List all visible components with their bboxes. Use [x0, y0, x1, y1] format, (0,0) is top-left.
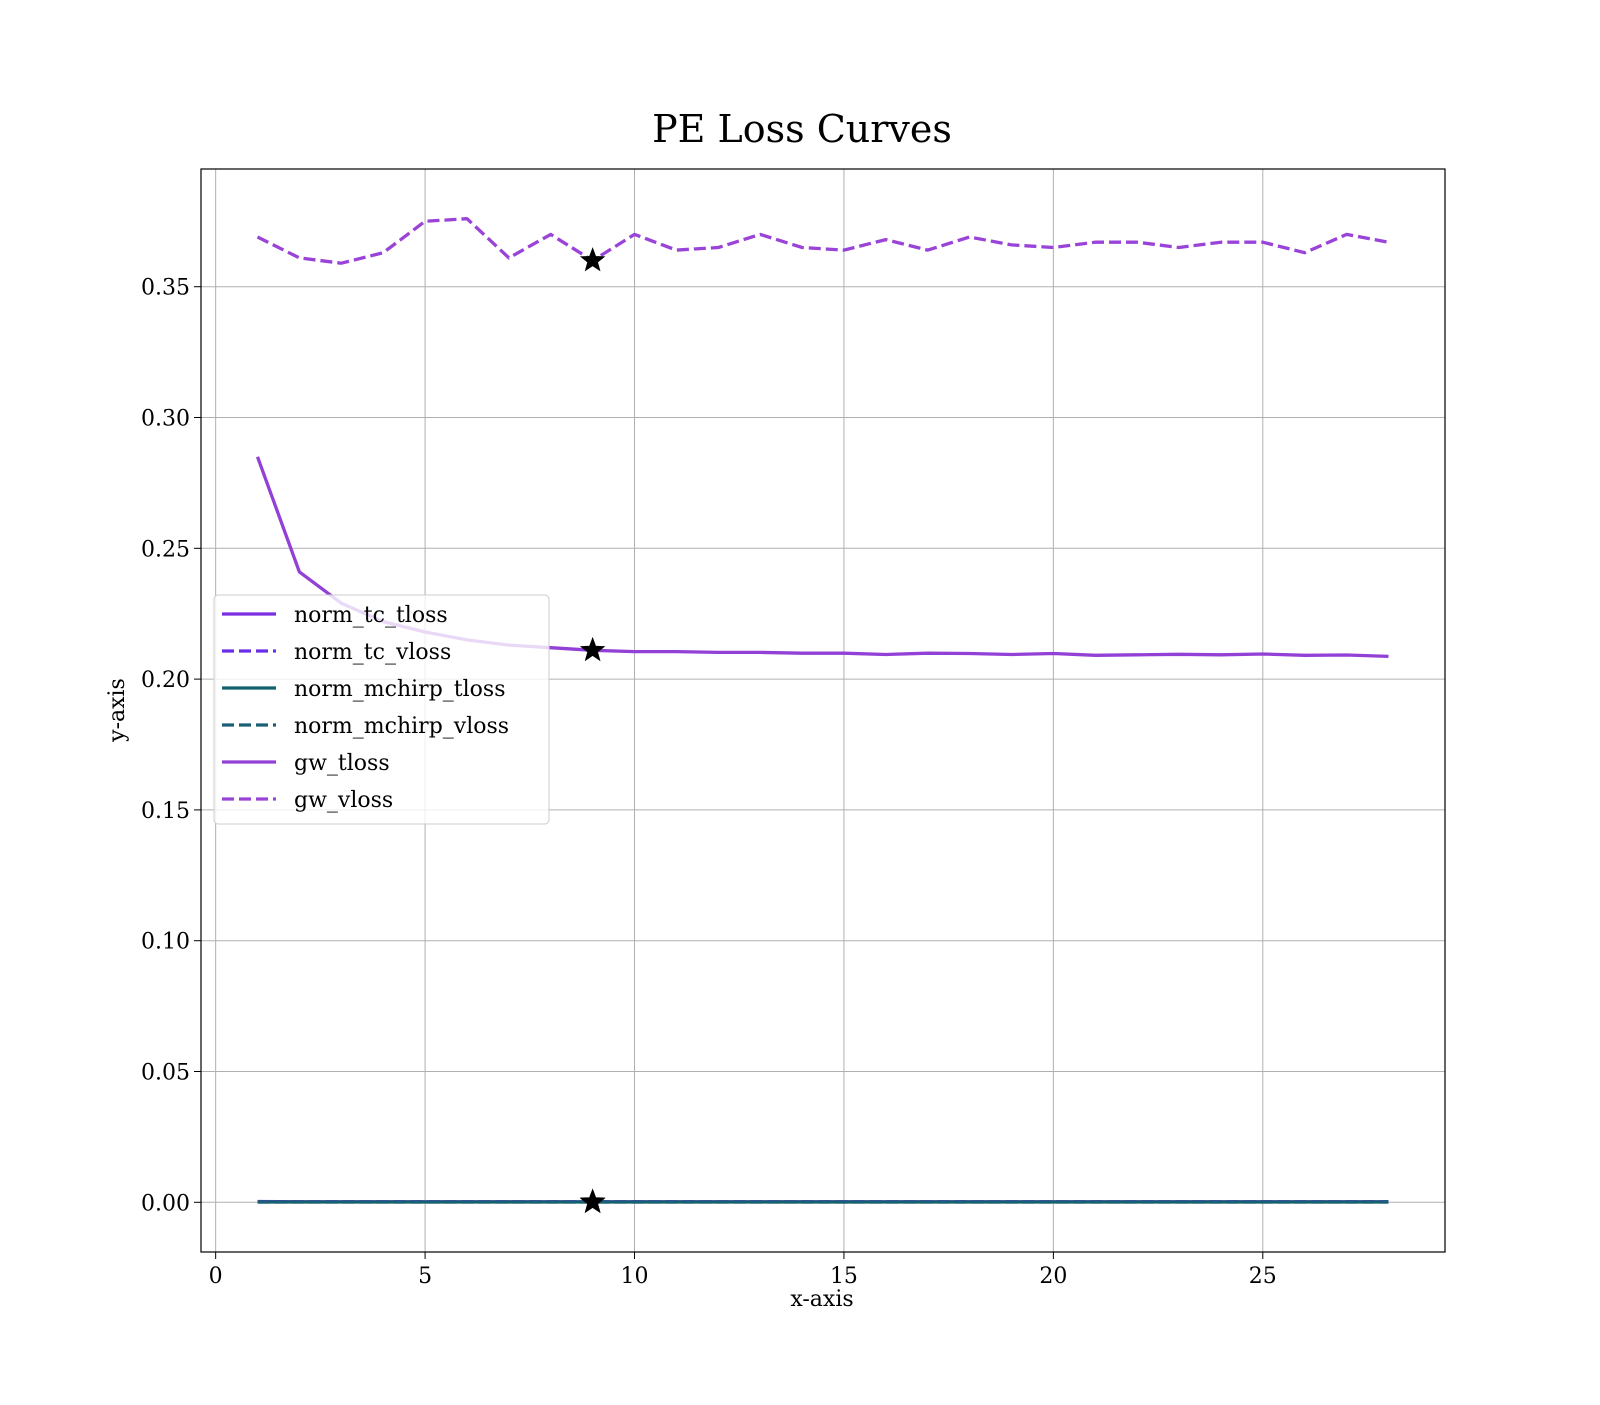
- legend-label: norm_tc_vloss: [294, 640, 451, 665]
- x-axis-title: x-axis: [790, 1287, 853, 1312]
- y-tick-label: 0.30: [141, 407, 190, 432]
- legend-label: gw_vloss: [294, 788, 393, 813]
- x-tick-label: 10: [621, 1264, 649, 1289]
- legend-label: norm_tc_tloss: [294, 603, 448, 628]
- y-tick-label: 0.35: [141, 276, 190, 301]
- best-epoch-star-marker: [581, 249, 604, 271]
- y-tick-label: 0.05: [141, 1061, 190, 1086]
- chart-title: PE Loss Curves: [652, 107, 952, 151]
- x-tick-label: 20: [1039, 1264, 1067, 1289]
- x-tick-label: 0: [209, 1264, 223, 1289]
- legend-label: norm_mchirp_vloss: [294, 714, 509, 739]
- y-axis-ticks: 0.00 0.05 0.10 0.15 0.20 0.25 0.30 0.35: [141, 276, 201, 1217]
- x-axis-ticks: 0 5 10 15 20 25: [209, 1252, 1277, 1289]
- y-tick-label: 0.15: [141, 799, 190, 824]
- y-tick-label: 0.10: [141, 930, 190, 955]
- legend-label: norm_mchirp_tloss: [294, 677, 505, 702]
- x-tick-label: 15: [830, 1264, 858, 1289]
- y-axis-title: y-axis: [105, 678, 130, 743]
- series-line-gw-vloss: [258, 219, 1389, 264]
- best-epoch-star-marker: [581, 638, 604, 660]
- y-tick-label: 0.20: [141, 668, 190, 693]
- x-tick-label: 25: [1249, 1264, 1277, 1289]
- best-epoch-star-marker: [581, 1190, 604, 1212]
- y-tick-label: 0.25: [141, 537, 190, 562]
- y-tick-label: 0.00: [141, 1191, 190, 1216]
- legend: norm_tc_tloss norm_tc_vloss norm_mchirp_tl…: [214, 595, 549, 824]
- legend-label: gw_tloss: [294, 751, 390, 776]
- x-tick-label: 5: [418, 1264, 432, 1289]
- best-epoch-markers: [581, 249, 604, 1212]
